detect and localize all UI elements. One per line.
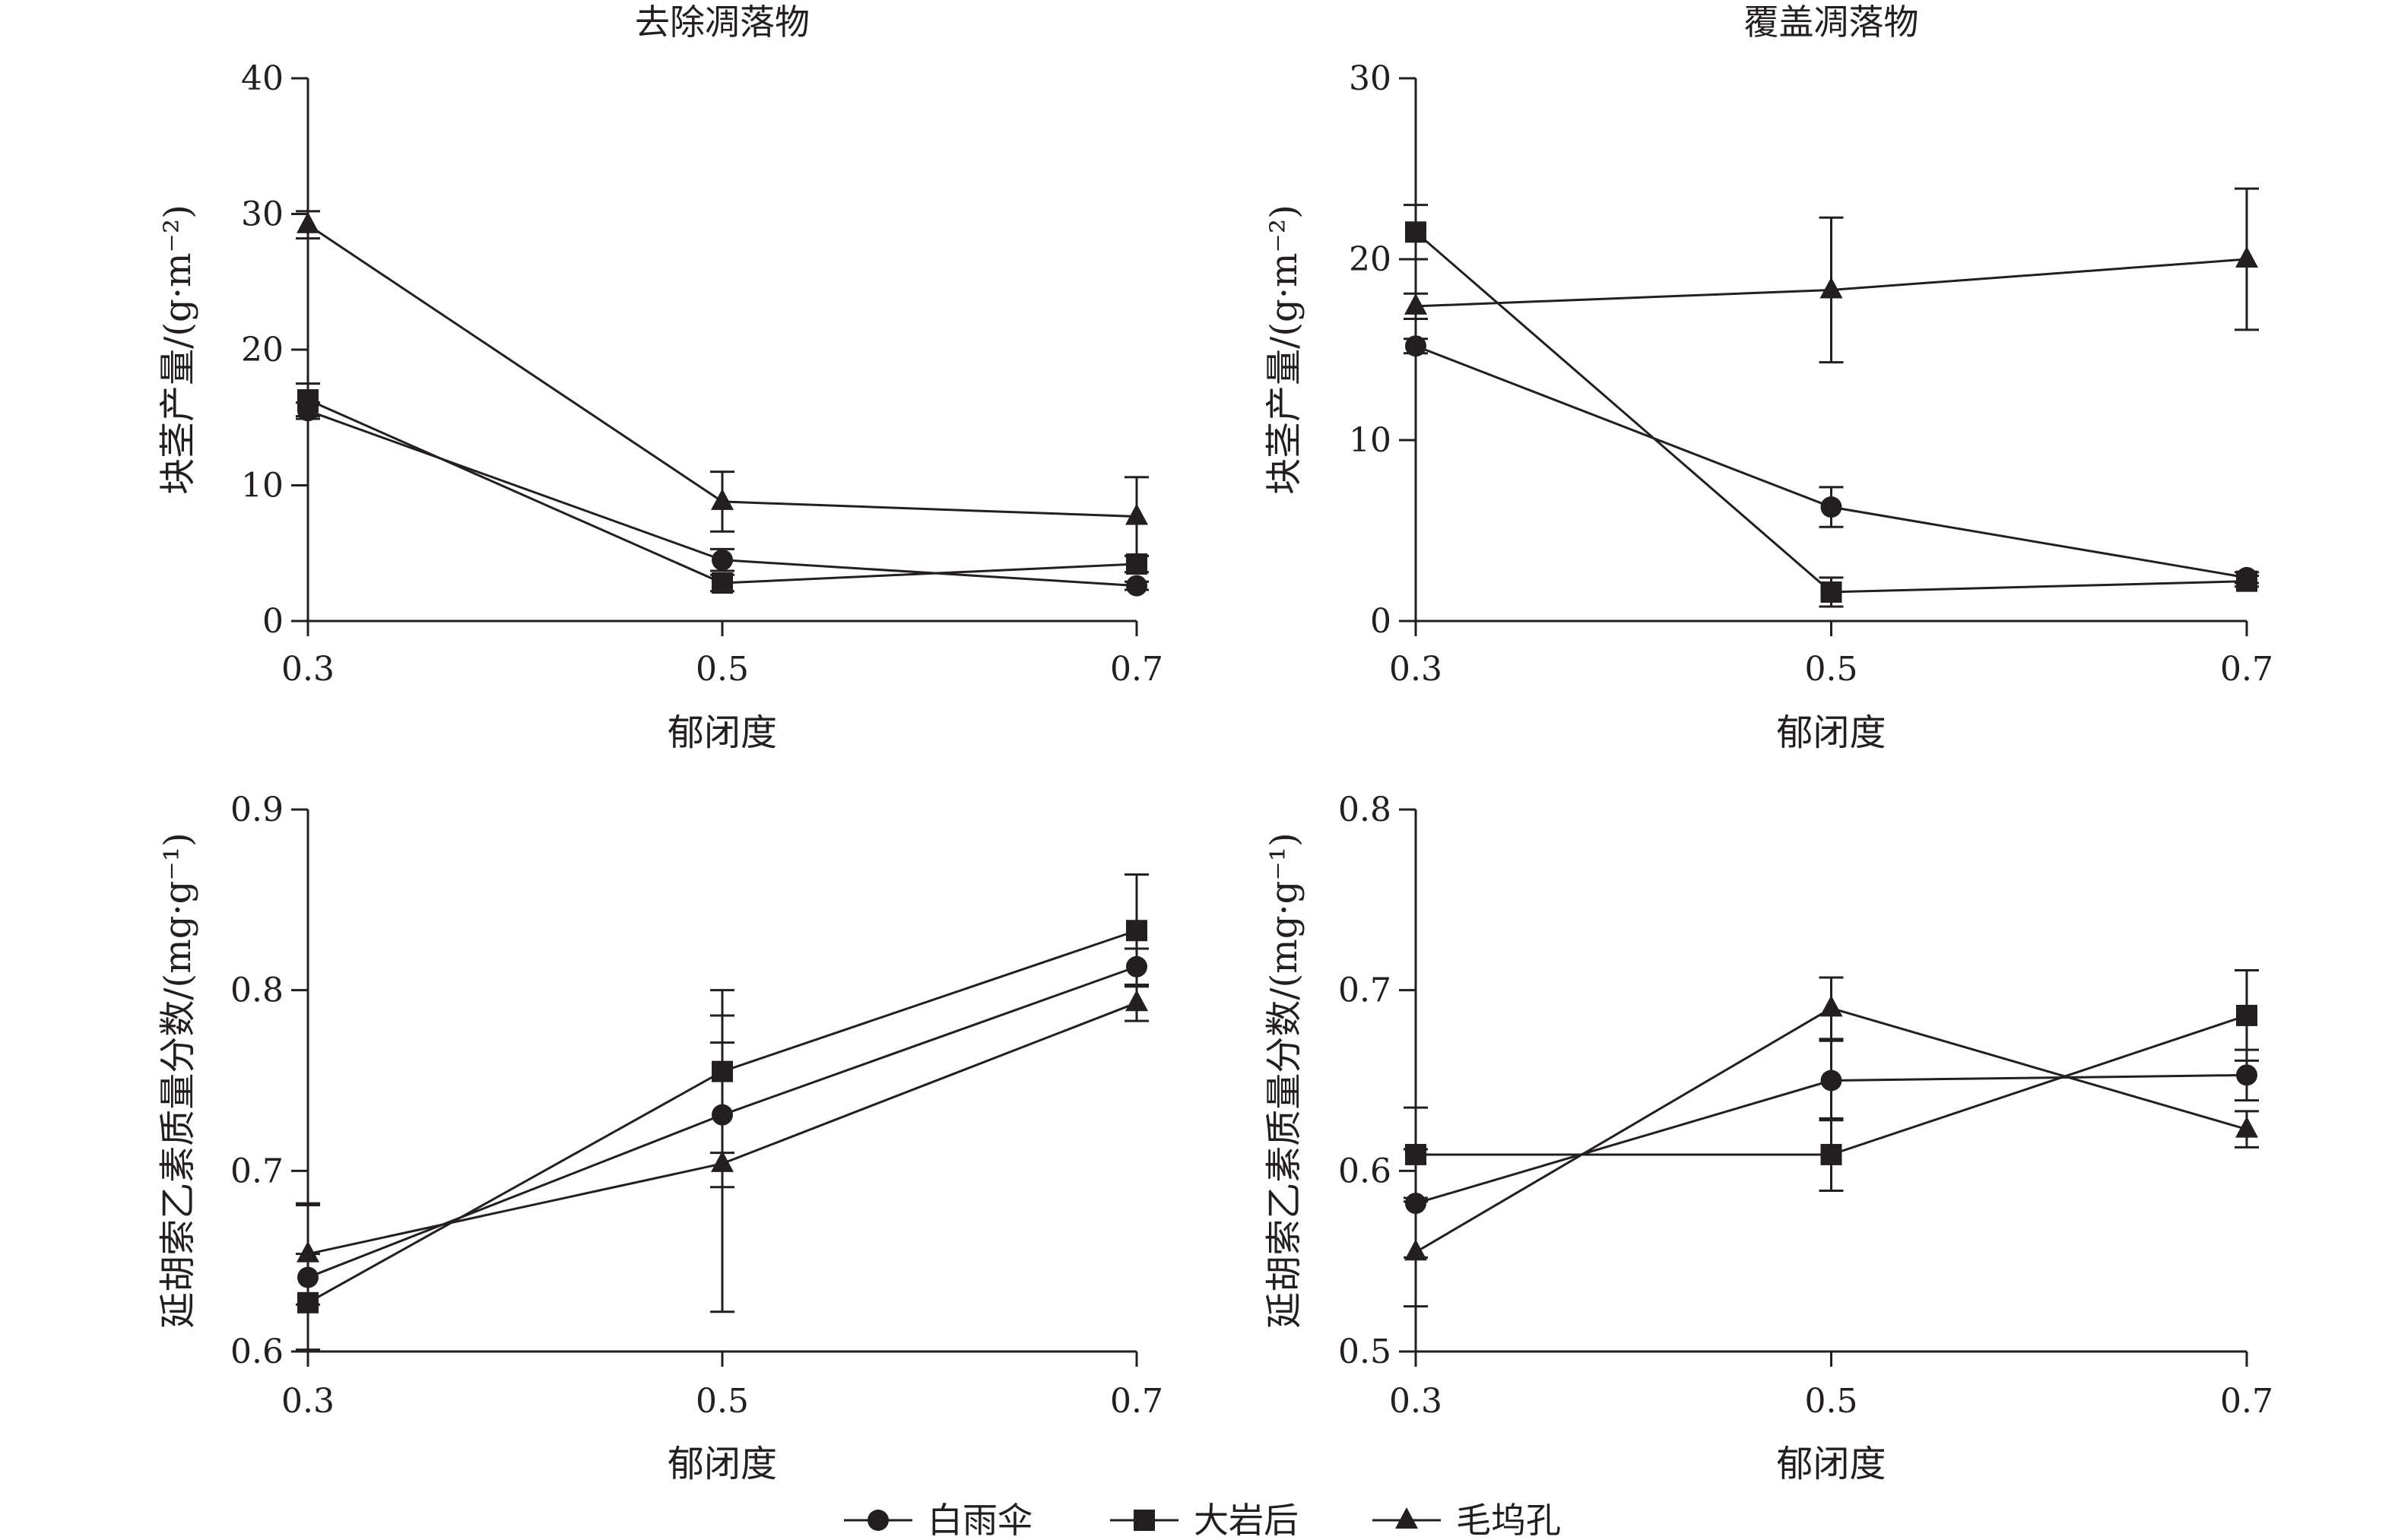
y-tick-label: 0.7 <box>1338 971 1391 1010</box>
series-circle <box>1404 335 2259 588</box>
series-line <box>1415 344 2247 579</box>
data-point <box>1404 1239 1427 1261</box>
x-axis-label: 郁闭度 <box>668 711 777 754</box>
data-point <box>1820 1143 1842 1165</box>
data-point <box>712 572 733 594</box>
legend-label: 白雨伞 <box>928 1500 1033 1540</box>
chart-panel-4: 0.5 0.6 0.7 0.8 0.3 0.5 0.7 郁闭度 延胡索乙素质量分数/(mg·g⁻… <box>1263 791 2273 1485</box>
x-tick-label: 0.7 <box>1110 1382 1163 1421</box>
data-point <box>1405 221 1426 243</box>
data-point <box>1405 1143 1426 1165</box>
x-tick-label: 0.3 <box>1389 650 1442 689</box>
y-axis-label: 延胡索乙素质量分数/(mg·g⁻¹) <box>1263 832 1305 1328</box>
series-square <box>1404 204 2259 608</box>
data-point <box>711 1150 734 1172</box>
legend-marker <box>1134 1510 1155 1531</box>
data-point <box>2236 1004 2257 1026</box>
y-tick-label: 0.5 <box>1338 1332 1391 1371</box>
y-tick-label: 0.8 <box>1338 791 1391 829</box>
data-point <box>1125 503 1148 525</box>
x-axis-label: 郁闭度 <box>1776 711 1886 754</box>
legend-item: 大岩后 <box>1110 1500 1299 1540</box>
y-tick-label: 0.7 <box>230 1152 284 1190</box>
y-axis-label: 块茎产量/(g·m⁻²) <box>157 204 199 495</box>
data-point <box>297 211 319 233</box>
y-tick-label: 20 <box>241 331 284 369</box>
data-point <box>297 389 319 411</box>
x-tick-label: 0.3 <box>281 650 335 689</box>
legend-item: 白雨伞 <box>844 1500 1033 1540</box>
x-tick-label: 0.5 <box>1805 650 1858 689</box>
y-axis-label: 块茎产量/(g·m⁻²) <box>1263 204 1305 495</box>
y-tick-label: 40 <box>241 59 284 98</box>
data-point <box>297 1241 319 1263</box>
x-tick-label: 0.3 <box>281 1382 335 1421</box>
y-tick-label: 0 <box>262 602 284 641</box>
y-tick-label: 0.6 <box>230 1332 284 1371</box>
data-point <box>1819 277 1843 299</box>
y-tick-label: 30 <box>241 195 284 234</box>
series-triangle <box>1404 976 2259 1308</box>
data-point <box>1126 575 1147 597</box>
y-axis-label: 延胡索乙素质量分数/(mg·g⁻¹) <box>157 832 199 1328</box>
chart-panel-2: 覆盖凋落物 0 10 20 30 0.3 0.5 0.7 郁闭度 块茎产量/(g·m⁻²) <box>1263 2 2273 754</box>
legend-item: 毛坞孔 <box>1372 1500 1561 1540</box>
legend: 白雨伞 大岩后 毛坞孔 <box>844 1500 1561 1540</box>
data-point <box>1404 293 1427 315</box>
x-tick-label: 0.3 <box>1389 1382 1442 1421</box>
series-triangle <box>1404 187 2259 364</box>
x-tick-label: 0.5 <box>696 1382 749 1421</box>
series-triangle <box>296 984 1149 1313</box>
data-point <box>2236 1064 2257 1086</box>
y-tick-label: 0.6 <box>1338 1152 1391 1190</box>
y-tick-label: 20 <box>1349 240 1391 279</box>
y-tick-label: 0 <box>1370 602 1391 641</box>
series-triangle <box>296 210 1149 557</box>
legend-marker <box>868 1510 889 1531</box>
chart-title: 覆盖凋落物 <box>1744 2 1919 43</box>
x-axis-label: 郁闭度 <box>668 1443 777 1485</box>
chart-panel-1: 去除凋落物 0 10 20 30 40 0.3 0.5 0.7 郁闭度 块茎产量/(g·m⁻²) <box>157 2 1163 754</box>
x-tick-label: 0.5 <box>696 650 749 689</box>
data-point <box>711 488 734 510</box>
x-tick-label: 0.5 <box>1805 1382 1858 1421</box>
y-tick-label: 0.8 <box>230 971 284 1010</box>
series-square <box>1404 969 2259 1203</box>
data-point <box>1126 920 1147 942</box>
y-tick-label: 30 <box>1349 59 1391 98</box>
data-point <box>712 549 733 571</box>
data-point <box>2235 246 2258 268</box>
chart-title: 去除凋落物 <box>635 2 810 43</box>
data-point <box>1819 995 1843 1017</box>
y-tick-label: 10 <box>1349 421 1391 460</box>
legend-label: 大岩后 <box>1194 1500 1299 1540</box>
data-point <box>2236 570 2257 592</box>
y-tick-label: 10 <box>241 467 284 505</box>
data-point <box>1820 496 1842 518</box>
series-square <box>296 382 1149 594</box>
data-point <box>2235 1116 2258 1138</box>
x-tick-label: 0.7 <box>1110 650 1163 689</box>
chart-panel-3: 0.6 0.7 0.8 0.9 0.3 0.5 0.7 郁闭度 延胡索乙素质量分数/(mg·g⁻… <box>157 791 1163 1485</box>
x-tick-label: 0.7 <box>2220 1382 2273 1421</box>
legend-label: 毛坞孔 <box>1456 1500 1561 1540</box>
data-point <box>1405 335 1426 357</box>
x-axis-label: 郁闭度 <box>1776 1443 1886 1485</box>
data-point <box>1820 1069 1842 1092</box>
data-point <box>1125 990 1148 1012</box>
y-tick-label: 0.9 <box>230 791 284 829</box>
legend-marker <box>1395 1507 1418 1529</box>
x-tick-label: 0.7 <box>2220 650 2273 689</box>
data-point <box>1820 581 1842 603</box>
